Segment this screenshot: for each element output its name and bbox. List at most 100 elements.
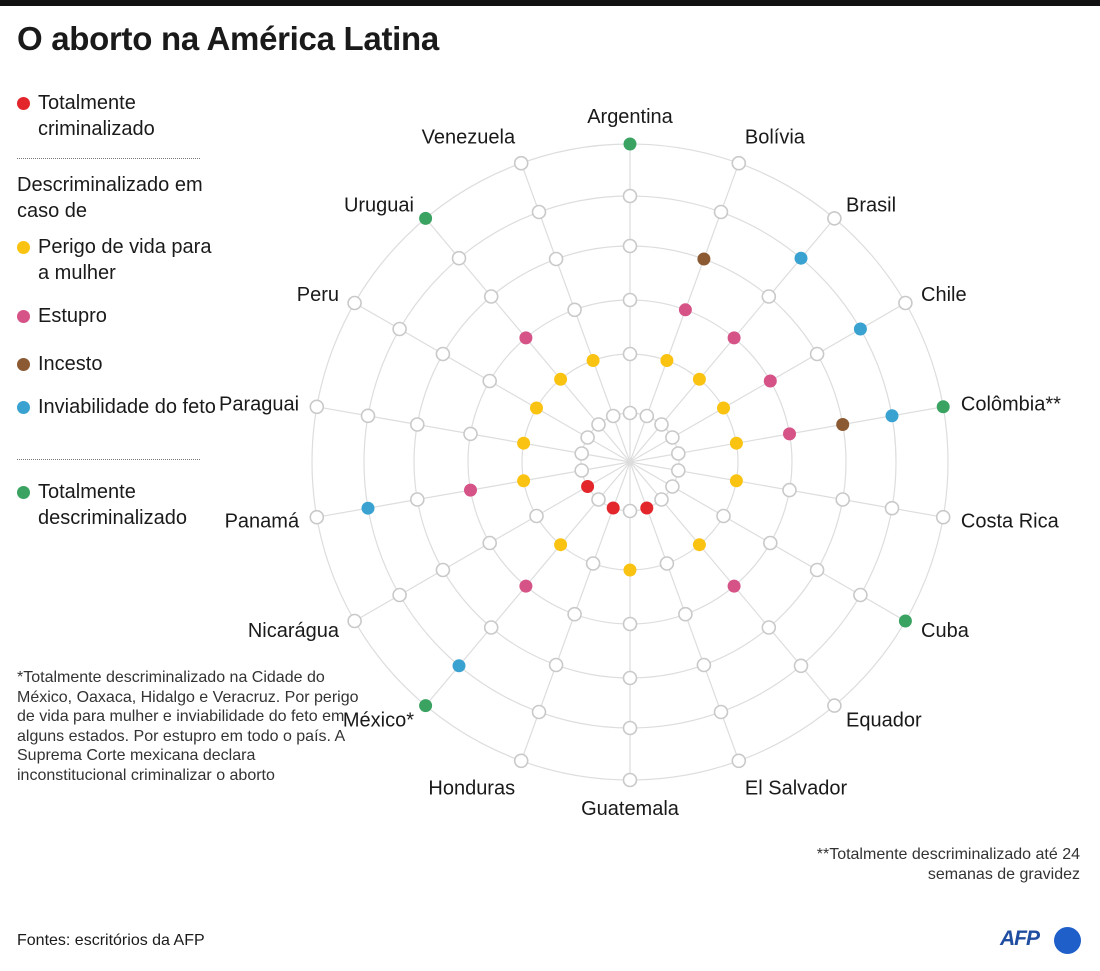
country-label: Nicarágua [248, 620, 340, 642]
empty-marker [585, 556, 601, 571]
empty-marker [529, 508, 544, 524]
country-label: Bolívia [745, 126, 806, 148]
status-marker-decrim [623, 137, 637, 151]
country-label: Venezuela [422, 126, 516, 148]
empty-marker [548, 657, 564, 673]
status-marker-estupro [519, 579, 533, 593]
legend-dot-estupro [17, 310, 30, 323]
empty-marker [622, 292, 638, 308]
status-marker-vida [729, 474, 743, 488]
empty-marker [463, 426, 478, 442]
empty-marker [762, 535, 778, 551]
empty-marker [761, 289, 777, 304]
marker-layer [309, 137, 951, 788]
empty-marker [482, 535, 498, 551]
empty-marker [622, 616, 638, 632]
empty-marker [451, 250, 467, 266]
top-rule [0, 0, 1100, 6]
empty-marker [513, 753, 529, 769]
status-marker-vida [729, 436, 743, 450]
country-label: Equador [846, 709, 922, 731]
status-marker-vida [554, 538, 568, 552]
country-label: Costa Rica [961, 510, 1060, 532]
status-marker-decrim [419, 699, 433, 713]
status-marker-inviab [452, 659, 466, 673]
empty-marker [622, 772, 638, 788]
status-marker-vida [692, 372, 706, 386]
empty-marker [574, 446, 590, 461]
country-label: Chile [921, 284, 967, 306]
empty-marker [793, 658, 809, 674]
status-marker-estupro [464, 483, 477, 497]
legend-dot-vida [17, 241, 30, 254]
empty-marker [580, 430, 595, 445]
empty-marker [548, 251, 564, 267]
afp-logo: AFP [1000, 925, 1082, 957]
empty-marker [713, 704, 729, 720]
legend-item-incesto: Incesto [17, 351, 217, 377]
empty-marker [360, 408, 376, 424]
empty-marker [409, 492, 425, 507]
legend-dot-inviab [17, 401, 30, 414]
empty-marker [622, 188, 638, 204]
empty-marker [827, 698, 842, 713]
status-marker-crim [606, 501, 620, 515]
country-label: Cuba [921, 620, 970, 642]
country-label: Uruguai [344, 195, 414, 217]
empty-marker [483, 289, 499, 304]
status-marker-vida [517, 474, 531, 488]
empty-marker [665, 430, 680, 445]
legend-label-estupro: Estupro [38, 305, 107, 327]
legend-divider [17, 459, 200, 460]
empty-marker [591, 492, 606, 507]
status-marker-vida [586, 354, 600, 367]
empty-marker [591, 417, 606, 432]
country-label: Brasil [846, 195, 896, 217]
legend-item-inviab: Inviabilidade do feto [17, 394, 217, 420]
legend-item-estupro: Estupro [17, 303, 217, 329]
label-layer: Argentina Bolívia Brasil Chile Colômbia** Cos… [219, 106, 1061, 820]
empty-marker [696, 657, 712, 673]
afp-logo-globe [1054, 927, 1081, 954]
legend-label-vida: Perigo de vida para a mulher [38, 236, 212, 284]
legend-header: Descriminalizado em caso de [17, 174, 203, 222]
empty-marker [665, 479, 680, 494]
status-marker-incesto [836, 418, 850, 431]
empty-marker [898, 295, 913, 311]
empty-marker [409, 417, 425, 432]
empty-marker [678, 606, 693, 622]
chart-title: O aborto na América Latina [17, 20, 439, 57]
empty-marker [659, 556, 675, 571]
status-marker-estupro [519, 331, 533, 345]
empty-marker [622, 503, 638, 519]
empty-marker [827, 211, 842, 226]
empty-marker [347, 613, 362, 629]
country-label: Panamá [225, 510, 300, 532]
country-label: El Salvador [745, 778, 848, 800]
empty-marker [574, 463, 590, 478]
empty-marker [622, 670, 638, 686]
legend-label-crim: Totalmente criminalizado [38, 92, 155, 140]
legend-label-decrim: Totalmente descriminalizado [38, 481, 187, 529]
status-marker-inviab [853, 322, 867, 336]
empty-marker [622, 720, 638, 736]
country-label: Peru [297, 284, 339, 306]
empty-marker [670, 446, 686, 461]
status-marker-decrim [936, 400, 950, 414]
empty-marker [639, 408, 655, 424]
status-marker-estupro [678, 303, 692, 317]
legend-item-vida: Perigo de vida para a mulher [17, 234, 217, 286]
status-marker-inviab [885, 409, 899, 423]
status-marker-estupro [727, 331, 741, 345]
empty-marker [654, 417, 669, 432]
afp-logo-text: AFP [1000, 927, 1040, 950]
status-marker-vida [692, 538, 706, 552]
status-marker-vida [660, 354, 674, 367]
status-marker-vida [623, 563, 637, 577]
empty-marker [531, 704, 547, 720]
country-label: Colômbia** [961, 394, 1061, 416]
footnote-colombia: **Totalmente descriminalizado até 24 sem… [816, 846, 1080, 883]
status-marker-decrim [898, 614, 912, 628]
empty-marker [716, 508, 731, 524]
status-marker-decrim [419, 211, 433, 225]
